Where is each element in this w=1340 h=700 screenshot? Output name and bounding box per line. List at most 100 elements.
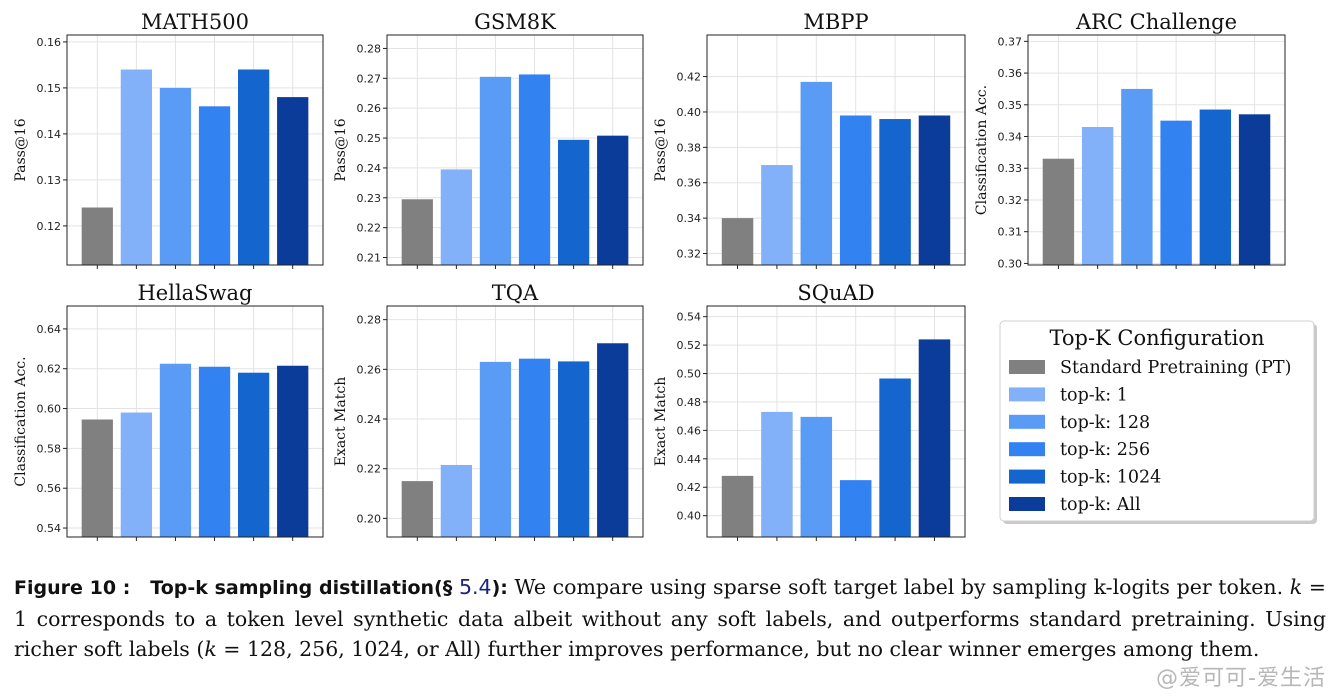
chart-panel: 0.40 0.42 0.44 0.46 0.48 0.50 0.52 0.54 SQuAD Exa… xyxy=(653,281,966,541)
chart-title: MATH500 xyxy=(141,10,249,34)
y-tick-label: 0.25 xyxy=(357,132,382,145)
bar xyxy=(237,372,270,537)
bar xyxy=(198,106,231,265)
legend-swatch xyxy=(1009,360,1045,374)
chart-title: MBPP xyxy=(803,10,868,34)
legend-swatch xyxy=(1009,497,1045,511)
bar xyxy=(479,361,512,537)
bar xyxy=(721,475,754,537)
bar xyxy=(159,363,192,537)
legend-label: top-k: 128 xyxy=(1060,413,1150,433)
y-tick-label: 0.33 xyxy=(998,162,1023,175)
y-tick-label: 0.20 xyxy=(357,512,382,525)
bar xyxy=(1042,158,1075,265)
bar xyxy=(120,412,153,537)
caption-text-2: = 1 corresponds to a token level synthet… xyxy=(14,575,1326,661)
y-axis-label: Pass@16 xyxy=(13,118,29,181)
y-tick-label: 0.24 xyxy=(357,162,382,175)
caption-figure-label: Figure 10 : xyxy=(14,577,131,599)
y-tick-label: 0.54 xyxy=(37,522,62,535)
y-tick-label: 0.16 xyxy=(37,36,62,49)
y-tick-label: 0.15 xyxy=(37,82,62,95)
bar xyxy=(597,135,629,265)
legend-label: top-k: 1 xyxy=(1060,385,1128,405)
y-tick-label: 0.48 xyxy=(677,396,702,409)
y-tick-label: 0.36 xyxy=(998,67,1023,80)
bar-charts-figure: 0.120.130.140.150.16MATH500Pass@160.210.… xyxy=(13,10,1317,541)
y-tick-label: 0.31 xyxy=(998,226,1023,239)
bar xyxy=(839,115,872,265)
bar xyxy=(761,411,793,537)
bar xyxy=(1081,127,1114,265)
bar xyxy=(721,218,754,265)
legend-swatch xyxy=(1009,387,1045,402)
bar xyxy=(159,87,192,266)
caption-section-ref[interactable]: 5.4 xyxy=(458,575,492,599)
caption-text-3: = 128, 256, 1024, or All) further improv… xyxy=(216,637,1260,661)
y-tick-label: 0.62 xyxy=(37,363,62,376)
figure-panel-grid: 0.12 0.13 0.14 0.15 0.16 MATH500 Pass@16 0.21 0.… xyxy=(13,10,1317,541)
plot-frame xyxy=(1027,34,1286,266)
y-tick-label: 0.34 xyxy=(677,212,702,225)
plot-frame xyxy=(66,305,324,538)
y-tick-label: 0.26 xyxy=(357,102,382,115)
bar xyxy=(879,119,911,266)
caption-k-variable: k xyxy=(204,637,217,661)
caption-heading: Top-k sampling distillation(§ xyxy=(150,577,459,599)
chart-panel: 0.21 0.22 0.23 0.24 0.25 0.26 0.27 0.28 GSM8K Pas… xyxy=(333,10,644,269)
y-tick-label: 0.32 xyxy=(998,194,1023,207)
bar xyxy=(401,199,433,265)
y-tick-label: 0.27 xyxy=(357,72,382,85)
bar xyxy=(761,165,793,265)
bar xyxy=(1199,109,1232,265)
y-tick-label: 0.32 xyxy=(677,248,702,261)
bar xyxy=(800,416,833,537)
bar xyxy=(557,361,590,537)
legend-title: Top-K Configuration xyxy=(1049,326,1264,350)
caption-text-1: We compare using sparse soft target labe… xyxy=(507,575,1290,599)
y-tick-label: 0.38 xyxy=(677,141,702,154)
bar xyxy=(440,169,473,265)
legend-swatch xyxy=(1009,442,1045,457)
y-axis-label: Exact Match xyxy=(333,377,349,467)
y-tick-label: 0.40 xyxy=(677,106,702,119)
watermark-text: @爱可可-爱生活 xyxy=(1156,666,1326,691)
y-tick-label: 0.28 xyxy=(357,314,382,327)
legend-swatch xyxy=(1009,414,1045,429)
legend-swatch xyxy=(1009,469,1045,484)
y-tick-label: 0.22 xyxy=(357,463,382,476)
y-tick-label: 0.56 xyxy=(37,482,62,495)
y-tick-label: 0.52 xyxy=(677,339,702,352)
y-tick-label: 0.42 xyxy=(677,71,702,84)
legend-label: top-k: All xyxy=(1060,495,1141,515)
y-tick-label: 0.22 xyxy=(357,222,382,235)
y-tick-label: 0.46 xyxy=(677,424,702,437)
y-tick-label: 0.50 xyxy=(677,368,702,381)
y-tick-label: 0.40 xyxy=(677,510,702,523)
chart-panel: 0.20 0.22 0.24 0.26 0.28 TQA Exact Match xyxy=(333,281,644,541)
y-tick-label: 0.44 xyxy=(677,453,702,466)
y-tick-label: 0.35 xyxy=(998,99,1023,112)
y-tick-label: 0.58 xyxy=(37,442,62,455)
figure-caption: Figure 10 : Top-k sampling distillation(… xyxy=(14,572,1326,665)
chart-panel: 0.12 0.13 0.14 0.15 0.16 MATH500 Pass@16 xyxy=(13,10,324,269)
y-tick-label: 0.64 xyxy=(37,323,62,336)
plot-frame xyxy=(66,34,324,266)
bar xyxy=(401,481,433,537)
chart-panel: 0.30 0.31 0.32 0.33 0.34 0.35 0.36 0.37 ARC Chal… xyxy=(974,10,1286,270)
plot-frame xyxy=(706,305,966,538)
chart-panel: 0.54 0.56 0.58 0.60 0.62 0.64 HellaSwag Classif… xyxy=(13,281,324,541)
y-tick-label: 0.37 xyxy=(998,35,1023,48)
legend-label: Standard Pretraining (PT) xyxy=(1060,358,1291,378)
y-tick-label: 0.30 xyxy=(998,257,1023,270)
plot-frame xyxy=(386,305,644,538)
legend-label: top-k: 256 xyxy=(1060,440,1150,460)
legend: Top-K Configuration Standard Pretraining … xyxy=(999,320,1317,524)
y-tick-label: 0.42 xyxy=(677,481,702,494)
bar xyxy=(800,81,833,265)
y-tick-label: 0.26 xyxy=(357,363,382,376)
bar xyxy=(557,139,590,265)
chart-panel: 0.32 0.34 0.36 0.38 0.40 0.42 MBPP Pass@16 xyxy=(653,10,966,269)
bar xyxy=(518,358,551,537)
bar xyxy=(81,207,113,265)
